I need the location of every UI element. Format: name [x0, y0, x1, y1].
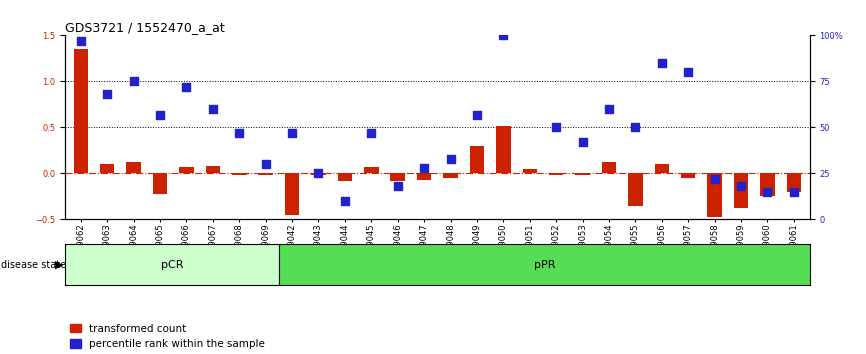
Bar [126, 162, 141, 173]
Bar [74, 49, 88, 173]
Point [417, 165, 431, 171]
Bar [285, 173, 300, 215]
Point [682, 69, 695, 75]
Bar [100, 164, 114, 173]
Bar [681, 173, 695, 178]
Bar [602, 162, 617, 173]
Bar [417, 173, 431, 180]
Point [443, 156, 457, 161]
Bar [786, 173, 801, 192]
Bar [549, 173, 564, 175]
Point [153, 112, 167, 118]
Point [285, 130, 299, 136]
Point [259, 161, 273, 167]
Point [391, 183, 404, 189]
Bar [575, 173, 590, 175]
Text: disease state: disease state [1, 259, 66, 270]
Bar [152, 173, 167, 194]
Bar [443, 173, 458, 178]
Bar [205, 166, 220, 173]
Point [338, 198, 352, 204]
Point [206, 106, 220, 112]
Bar [258, 173, 273, 175]
Point [126, 79, 140, 84]
Bar [179, 167, 194, 173]
Bar [232, 173, 247, 175]
Point [365, 130, 378, 136]
Point [232, 130, 246, 136]
Point [496, 33, 510, 38]
Text: ▶: ▶ [55, 259, 63, 270]
Point [523, 0, 537, 1]
Bar [364, 167, 378, 173]
Point [470, 112, 484, 118]
Point [576, 139, 590, 145]
Point [655, 60, 669, 66]
Point [734, 183, 748, 189]
Point [602, 106, 616, 112]
Bar [338, 173, 352, 181]
Bar [734, 173, 748, 209]
Bar [469, 146, 484, 173]
Point [74, 38, 87, 44]
Bar [496, 126, 511, 173]
Text: pPR: pPR [533, 259, 555, 270]
Bar [655, 164, 669, 173]
Point [100, 91, 114, 97]
Bar [760, 173, 775, 196]
Point [549, 125, 563, 130]
Point [708, 176, 721, 182]
Point [629, 125, 643, 130]
Text: GDS3721 / 1552470_a_at: GDS3721 / 1552470_a_at [65, 21, 224, 34]
Point [787, 189, 801, 195]
Bar [708, 173, 722, 217]
Legend: transformed count, percentile rank within the sample: transformed count, percentile rank withi… [70, 324, 265, 349]
Point [312, 171, 326, 176]
Bar [522, 169, 537, 173]
Point [760, 189, 774, 195]
Bar [311, 173, 326, 175]
Bar [391, 173, 405, 181]
Bar [628, 173, 643, 206]
Text: pCR: pCR [161, 259, 184, 270]
Point [179, 84, 193, 90]
